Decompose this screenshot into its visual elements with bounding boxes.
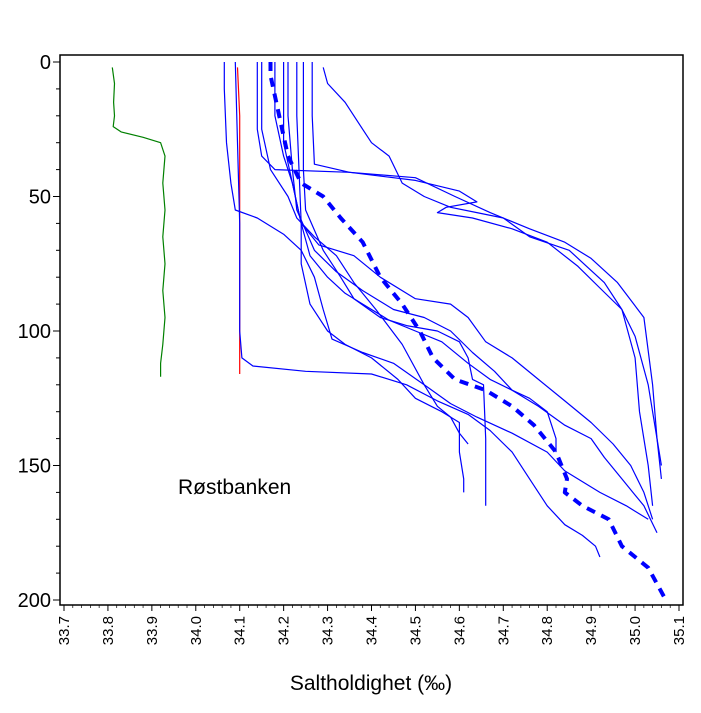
x-tick-label: 34.1	[232, 616, 249, 645]
y-axis: 0 50 100 150 200	[18, 52, 60, 612]
x-tick-label: 34.6	[451, 616, 468, 645]
y-tick-label: 0	[40, 52, 51, 74]
plot-frame	[59, 54, 684, 606]
x-tick-label: 34.7	[495, 616, 512, 645]
x-tick-label: 33.7	[56, 616, 73, 645]
profile-10-line	[302, 62, 487, 506]
x-tick-label: 34.9	[583, 616, 600, 645]
profile-3-line	[322, 67, 654, 506]
x-tick-label: 34.0	[188, 616, 205, 645]
x-tick-label: 35.1	[671, 616, 688, 645]
x-tick-label: 35.0	[627, 616, 644, 645]
y-tick-label: 100	[18, 321, 51, 343]
x-axis: 33.7 33.8 33.9 34.0 34.1 34.2 34.3 34.4 34.5 34.6…	[56, 605, 688, 645]
x-tick-label: 34.4	[364, 616, 381, 645]
profile-7-line	[287, 62, 658, 534]
profile-4-line	[311, 62, 662, 479]
station-annotation: Røstbanken	[178, 476, 291, 499]
x-tick-label: 34.8	[539, 616, 556, 645]
profile-8-line	[296, 62, 557, 453]
y-tick-label: 200	[18, 590, 51, 612]
profile-5-line	[256, 62, 662, 466]
profile-2-line	[234, 61, 601, 558]
y-tick-label: 50	[29, 187, 51, 209]
x-tick-label: 34.5	[407, 616, 424, 645]
y-tick-label: 150	[18, 456, 51, 478]
x-tick-label: 34.3	[320, 616, 337, 645]
series-group	[111, 61, 668, 601]
x-tick-label: 33.9	[144, 616, 161, 645]
x-tick-label: 33.8	[100, 616, 117, 645]
x-tick-label: 34.2	[276, 616, 293, 645]
profile-6-line	[283, 62, 654, 520]
green-profile-line	[111, 67, 166, 377]
profile-11-line	[261, 62, 469, 445]
x-axis-label: Saltholdighet (‰)	[290, 672, 452, 695]
profile-1-line	[223, 62, 649, 520]
